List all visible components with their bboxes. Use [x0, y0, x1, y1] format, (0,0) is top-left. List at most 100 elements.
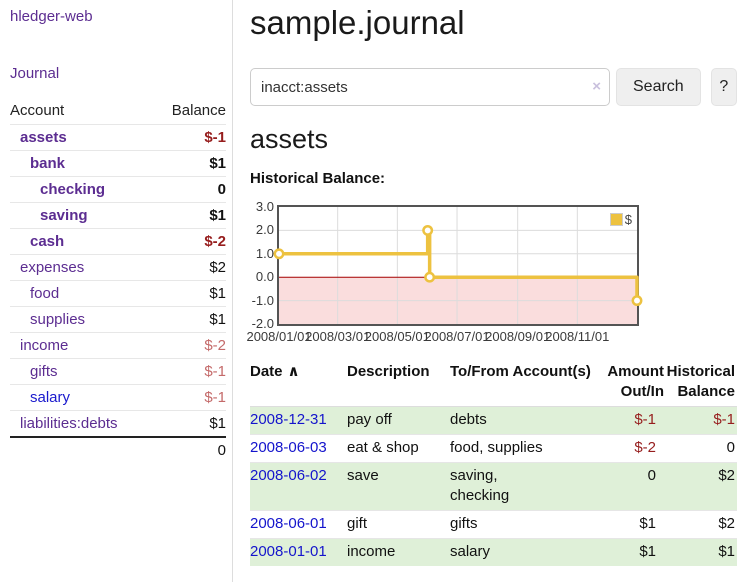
- register-header-row: Date ∧ Description To/From Account(s) Amo…: [250, 360, 737, 407]
- help-button[interactable]: ?: [710, 68, 737, 106]
- account-link-cash[interactable]: cash: [30, 233, 65, 250]
- transaction-balance: $-1: [664, 406, 737, 435]
- account-row: expenses $2: [10, 254, 226, 281]
- transaction-description: income: [347, 538, 450, 566]
- main-content: sample.journal × Search ? assets Histori…: [246, 0, 737, 566]
- account-row: food $1: [10, 280, 226, 307]
- transaction-description: gift: [347, 510, 450, 539]
- account-balance: $-2: [153, 228, 226, 255]
- transaction-date-link[interactable]: 2008-12-31: [250, 411, 327, 428]
- transaction-amount: $1: [592, 510, 664, 539]
- register-table: Date ∧ Description To/From Account(s) Amo…: [250, 360, 737, 566]
- transaction-amount: $-1: [592, 406, 664, 435]
- account-balance: $-1: [153, 384, 226, 411]
- account-link-gifts[interactable]: gifts: [30, 363, 58, 380]
- chart-label: Historical Balance:: [250, 170, 386, 187]
- search-button[interactable]: Search: [616, 68, 701, 106]
- clear-search-icon[interactable]: ×: [592, 78, 601, 95]
- register-row: 2008-01-01 income salary $1 $1: [250, 538, 737, 566]
- accounts-total-row: 0: [10, 436, 226, 463]
- app-brand-link[interactable]: hledger-web: [10, 8, 93, 25]
- x-tick-label: 2008/11/01: [545, 329, 610, 344]
- account-balance: $1: [153, 280, 226, 307]
- account-link-supplies[interactable]: supplies: [30, 311, 86, 328]
- transaction-description: pay off: [347, 406, 450, 435]
- legend-label: $: [624, 212, 632, 227]
- account-link-food[interactable]: food: [30, 285, 60, 302]
- account-row: checking 0: [10, 176, 226, 203]
- account-link-bank[interactable]: bank: [30, 155, 66, 172]
- transaction-balance: $1: [664, 538, 737, 566]
- transaction-accounts: food, supplies: [450, 434, 592, 463]
- transaction-amount: $1: [592, 538, 664, 566]
- account-balance: $1: [153, 410, 226, 437]
- account-balance: $1: [153, 306, 226, 333]
- account-row: gifts $-1: [10, 358, 226, 385]
- x-tick-label: 2008/05/01: [364, 329, 430, 344]
- transaction-amount: 0: [592, 462, 664, 511]
- chart-canvas: [273, 207, 643, 324]
- transaction-accounts: salary: [450, 538, 592, 566]
- account-link-expenses[interactable]: expenses: [20, 259, 85, 276]
- accounts-header-row: Account Balance: [10, 100, 226, 125]
- y-tick-label: -2.0: [251, 316, 274, 331]
- account-link-liabilities-debts[interactable]: liabilities:debts: [20, 415, 118, 432]
- transaction-accounts: saving, checking: [450, 462, 592, 511]
- account-balance: $-1: [153, 124, 226, 151]
- chart-legend: $: [609, 212, 632, 227]
- register-row: 2008-06-01 gift gifts $1 $2: [250, 510, 737, 539]
- transaction-date-link[interactable]: 2008-01-01: [250, 543, 327, 560]
- col-date-label: Date: [250, 363, 283, 380]
- transaction-date-link[interactable]: 2008-06-02: [250, 467, 327, 484]
- transaction-date-link[interactable]: 2008-06-01: [250, 515, 327, 532]
- account-balance: $1: [153, 202, 226, 229]
- transaction-balance: $2: [664, 510, 737, 539]
- transaction-description: eat & shop: [347, 434, 450, 463]
- transaction-amount: $-2: [592, 434, 664, 463]
- account-link-assets[interactable]: assets: [20, 129, 67, 146]
- account-row: saving $1: [10, 202, 226, 229]
- col-historical-balance: Historical Balance: [664, 360, 737, 407]
- col-to-from-accounts: To/From Account(s): [450, 360, 592, 407]
- account-row: liabilities:debts $1: [10, 410, 226, 437]
- account-link-saving[interactable]: saving: [40, 207, 88, 224]
- chart-plot-area[interactable]: $: [273, 205, 643, 326]
- y-tick-label: 0.0: [255, 269, 274, 285]
- account-balance: 0: [153, 176, 226, 203]
- y-tick-label: 1.0: [255, 245, 274, 261]
- account-link-salary[interactable]: salary: [30, 389, 71, 406]
- col-amount-out-in: Amount Out/In: [592, 360, 664, 407]
- sidebar-item-journal[interactable]: Journal: [10, 65, 60, 82]
- account-heading: assets: [250, 124, 329, 154]
- search-input[interactable]: [250, 68, 610, 106]
- account-balance: $-2: [153, 332, 226, 359]
- y-tick-label: -1.0: [251, 292, 274, 308]
- accounts-col-balance: Balance: [171, 102, 226, 119]
- transaction-balance: 0: [664, 434, 737, 463]
- account-row: salary $-1: [10, 384, 226, 411]
- account-link-checking[interactable]: checking: [40, 181, 106, 198]
- account-row: cash $-2: [10, 228, 226, 255]
- account-balance: $2: [153, 254, 226, 281]
- col-description: Description: [347, 360, 450, 407]
- account-link-income[interactable]: income: [20, 337, 69, 354]
- y-tick-label: 3.0: [255, 199, 274, 214]
- transaction-description: save: [347, 462, 450, 511]
- transaction-accounts: gifts: [450, 510, 592, 539]
- account-balance: $-1: [153, 358, 226, 385]
- register-row: 2008-06-03 eat & shop food, supplies $-2…: [250, 434, 737, 463]
- transaction-date-link[interactable]: 2008-06-03: [250, 439, 327, 456]
- sort-ascending-icon: ∧: [287, 363, 300, 380]
- col-date-sort[interactable]: Date ∧: [250, 360, 347, 407]
- x-tick-label: 2008/03/01: [305, 329, 371, 344]
- account-row: income $-2: [10, 332, 226, 359]
- x-tick-label: 2008/01/01: [246, 329, 312, 344]
- account-row: assets $-1: [10, 124, 226, 151]
- historical-balance-chart: 3.0 2.0 1.0 0.0 -1.0 -2.0 $ 2008/01/01 2008/03…: [246, 196, 737, 348]
- transaction-accounts: debts: [450, 406, 592, 435]
- page-title: sample.journal: [250, 4, 465, 41]
- sidebar: hledger-web Journal Account Balance asse…: [0, 0, 233, 582]
- accounts-total-value: 0: [10, 436, 226, 463]
- x-tick-label: 2008/09/01: [485, 329, 551, 344]
- accounts-col-account: Account: [10, 102, 65, 119]
